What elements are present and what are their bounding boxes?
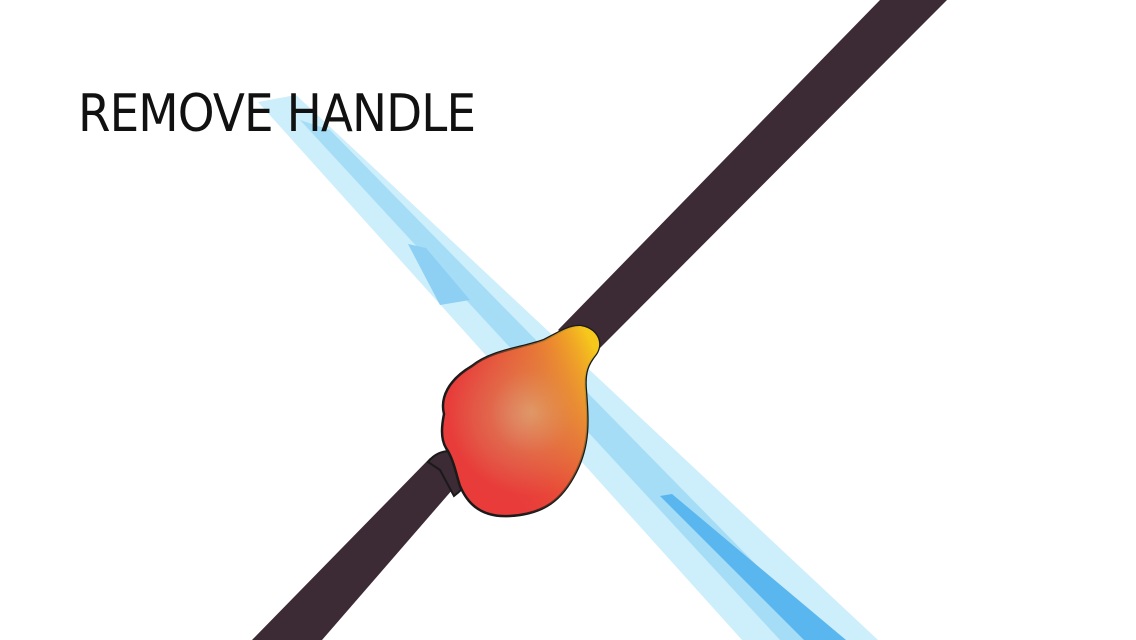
blade-highlight-lower — [660, 494, 846, 640]
handle-lower — [252, 458, 466, 640]
handle-upper — [558, 0, 947, 358]
glue-blob-tint — [442, 326, 600, 517]
instruction-title: REMOVE HANDLE — [78, 84, 476, 144]
blade-highlight-upper — [408, 244, 470, 305]
glue-blob[interactable] — [440, 324, 601, 518]
